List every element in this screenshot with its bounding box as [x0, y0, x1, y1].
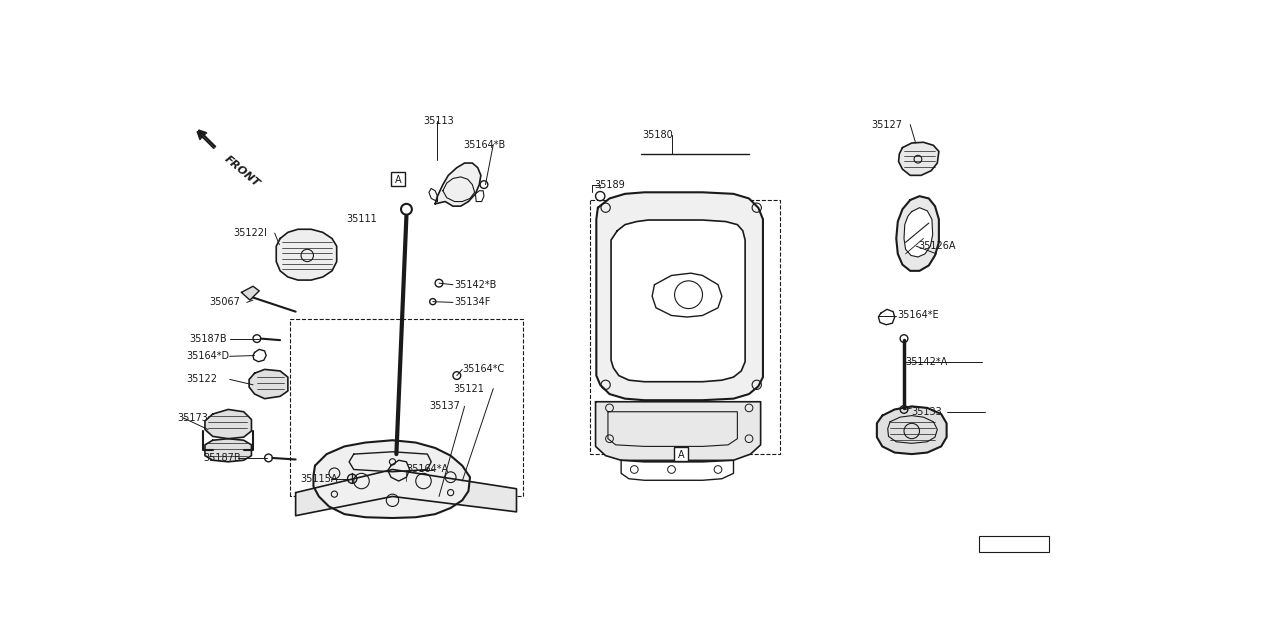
Text: 35164*A: 35164*A [407, 465, 448, 474]
Text: 35137: 35137 [430, 401, 461, 412]
Polygon shape [296, 470, 517, 516]
Polygon shape [899, 142, 938, 175]
Text: 35164*B: 35164*B [463, 140, 506, 150]
Polygon shape [877, 406, 947, 454]
Polygon shape [435, 163, 481, 206]
Text: 35164*D: 35164*D [187, 351, 229, 362]
Polygon shape [276, 229, 337, 280]
Text: 35187B: 35187B [204, 453, 241, 463]
Text: A351001407: A351001407 [983, 540, 1044, 550]
Polygon shape [250, 369, 288, 399]
Polygon shape [904, 208, 933, 257]
Text: 35180: 35180 [643, 129, 673, 140]
Text: A: A [677, 450, 684, 460]
FancyBboxPatch shape [979, 536, 1048, 552]
FancyBboxPatch shape [390, 172, 404, 186]
Polygon shape [314, 440, 470, 518]
Text: 35164*E: 35164*E [897, 310, 940, 321]
Text: 35189: 35189 [594, 180, 625, 189]
Text: A351001407: A351001407 [983, 538, 1044, 548]
Text: 35122: 35122 [187, 374, 218, 385]
Text: 35173: 35173 [177, 413, 207, 423]
Text: A: A [394, 175, 401, 185]
Text: 35127: 35127 [872, 120, 902, 129]
Polygon shape [595, 402, 760, 462]
Text: 35067: 35067 [210, 298, 241, 307]
Polygon shape [205, 438, 251, 462]
Text: FRONT: FRONT [221, 154, 261, 189]
Polygon shape [896, 196, 938, 271]
Text: 35121: 35121 [453, 383, 484, 394]
Text: 35187B: 35187B [189, 333, 227, 344]
Text: 35115A: 35115A [301, 474, 338, 484]
Text: 35113: 35113 [424, 116, 454, 127]
Text: 35164*C: 35164*C [462, 364, 504, 374]
Text: 35142*B: 35142*B [454, 280, 497, 290]
FancyBboxPatch shape [673, 447, 687, 461]
Text: 35122I: 35122I [233, 228, 266, 238]
Polygon shape [596, 192, 763, 400]
Circle shape [401, 204, 412, 214]
Polygon shape [205, 410, 251, 438]
Text: 35134F: 35134F [454, 298, 490, 307]
Text: 35111: 35111 [346, 214, 376, 224]
Polygon shape [242, 286, 259, 300]
Polygon shape [611, 220, 745, 381]
Text: 35133: 35133 [911, 407, 942, 417]
Text: 35142*A: 35142*A [905, 356, 947, 367]
Text: 35126A: 35126A [918, 241, 955, 251]
